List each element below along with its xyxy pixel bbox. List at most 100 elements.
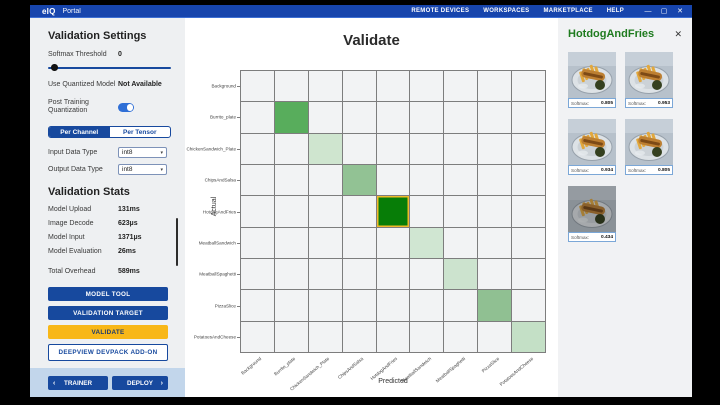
matrix-cell[interactable] bbox=[410, 321, 444, 352]
matrix-cell[interactable] bbox=[444, 102, 478, 133]
matrix-cell[interactable] bbox=[376, 133, 410, 164]
matrix-cell[interactable] bbox=[512, 71, 545, 102]
matrix-cell[interactable] bbox=[308, 321, 342, 352]
matrix-cell[interactable] bbox=[241, 259, 274, 290]
slider-knob[interactable] bbox=[51, 64, 58, 71]
output-data-type-select[interactable]: int8 ▾ bbox=[118, 164, 167, 175]
matrix-cell[interactable] bbox=[274, 321, 308, 352]
sidebar-scrollbar[interactable] bbox=[175, 218, 178, 266]
validate-button[interactable]: VALIDATE bbox=[48, 325, 168, 339]
trainer-button[interactable]: ‹ TRAINER bbox=[48, 376, 108, 390]
matrix-cell[interactable] bbox=[410, 227, 444, 258]
matrix-cell[interactable] bbox=[512, 321, 545, 352]
matrix-cell[interactable] bbox=[274, 71, 308, 102]
matrix-cell[interactable] bbox=[410, 133, 444, 164]
matrix-cell[interactable] bbox=[444, 196, 478, 227]
matrix-cell[interactable] bbox=[478, 321, 512, 352]
matrix-cell[interactable] bbox=[410, 165, 444, 196]
matrix-cell[interactable] bbox=[478, 290, 512, 321]
close-icon[interactable]: ✕ bbox=[674, 28, 682, 39]
sample-thumbnail[interactable]: Softmax: 0.934 bbox=[568, 119, 616, 175]
matrix-cell[interactable] bbox=[274, 102, 308, 133]
matrix-cell[interactable] bbox=[241, 165, 274, 196]
menu-item-marketplace[interactable]: MARKETPLACE bbox=[543, 8, 593, 14]
matrix-cell[interactable] bbox=[478, 133, 512, 164]
matrix-cell[interactable] bbox=[444, 227, 478, 258]
matrix-cell[interactable] bbox=[512, 259, 545, 290]
matrix-cell[interactable] bbox=[308, 259, 342, 290]
matrix-cell[interactable] bbox=[444, 71, 478, 102]
matrix-cell[interactable] bbox=[342, 227, 376, 258]
matrix-cell[interactable] bbox=[444, 290, 478, 321]
sample-thumbnail[interactable]: Softmax: 0.805 bbox=[625, 119, 673, 175]
matrix-cell[interactable] bbox=[478, 227, 512, 258]
tab-per-channel[interactable]: Per Channel bbox=[49, 127, 110, 137]
matrix-cell[interactable] bbox=[478, 71, 512, 102]
menu-item-workspaces[interactable]: WORKSPACES bbox=[483, 8, 530, 14]
menu-item-help[interactable]: HELP bbox=[606, 8, 624, 14]
matrix-cell[interactable] bbox=[241, 71, 274, 102]
matrix-cell[interactable] bbox=[376, 227, 410, 258]
matrix-cell[interactable] bbox=[241, 102, 274, 133]
matrix-cell[interactable] bbox=[376, 290, 410, 321]
matrix-cell[interactable] bbox=[342, 321, 376, 352]
sample-thumbnail[interactable]: Softmax: 0.434 bbox=[568, 186, 616, 242]
matrix-cell[interactable] bbox=[512, 227, 545, 258]
close-button[interactable]: ✕ bbox=[677, 8, 683, 15]
matrix-cell[interactable] bbox=[512, 165, 545, 196]
matrix-cell[interactable] bbox=[241, 227, 274, 258]
input-data-type-select[interactable]: int8 ▾ bbox=[118, 147, 167, 158]
matrix-cell[interactable] bbox=[512, 290, 545, 321]
matrix-cell[interactable] bbox=[274, 227, 308, 258]
matrix-cell[interactable] bbox=[308, 196, 342, 227]
matrix-cell[interactable] bbox=[342, 259, 376, 290]
matrix-cell[interactable] bbox=[308, 227, 342, 258]
matrix-cell[interactable] bbox=[308, 165, 342, 196]
matrix-cell[interactable] bbox=[444, 259, 478, 290]
matrix-cell[interactable] bbox=[342, 196, 376, 227]
matrix-cell[interactable] bbox=[241, 133, 274, 164]
matrix-cell[interactable] bbox=[444, 321, 478, 352]
deploy-button[interactable]: DEPLOY › bbox=[112, 376, 168, 390]
matrix-cell[interactable] bbox=[342, 102, 376, 133]
matrix-cell[interactable] bbox=[376, 102, 410, 133]
matrix-cell[interactable] bbox=[308, 133, 342, 164]
matrix-cell[interactable] bbox=[274, 133, 308, 164]
matrix-cell[interactable] bbox=[512, 102, 545, 133]
matrix-cell[interactable] bbox=[478, 102, 512, 133]
matrix-cell[interactable] bbox=[274, 290, 308, 321]
matrix-cell[interactable] bbox=[478, 259, 512, 290]
matrix-cell[interactable] bbox=[410, 259, 444, 290]
matrix-cell[interactable] bbox=[478, 196, 512, 227]
matrix-cell[interactable] bbox=[376, 321, 410, 352]
matrix-cell[interactable] bbox=[342, 165, 376, 196]
matrix-cell[interactable] bbox=[274, 165, 308, 196]
matrix-cell-selected[interactable] bbox=[376, 196, 410, 227]
matrix-cell[interactable] bbox=[410, 71, 444, 102]
ptq-toggle[interactable] bbox=[118, 103, 134, 112]
matrix-cell[interactable] bbox=[342, 290, 376, 321]
menu-item-remote-devices[interactable]: REMOTE DEVICES bbox=[411, 8, 470, 14]
sample-thumbnail[interactable]: Softmax: 0.953 bbox=[625, 52, 673, 108]
matrix-cell[interactable] bbox=[342, 71, 376, 102]
validation-target-button[interactable]: VALIDATION TARGET bbox=[48, 306, 168, 320]
tab-per-tensor[interactable]: Per Tensor bbox=[123, 128, 157, 136]
softmax-threshold-slider[interactable] bbox=[48, 64, 171, 71]
matrix-cell[interactable] bbox=[376, 165, 410, 196]
model-tool-button[interactable]: MODEL TOOL bbox=[48, 287, 168, 301]
matrix-cell[interactable] bbox=[410, 102, 444, 133]
matrix-cell[interactable] bbox=[410, 196, 444, 227]
matrix-cell[interactable] bbox=[376, 259, 410, 290]
matrix-cell[interactable] bbox=[274, 259, 308, 290]
maximize-button[interactable]: ▢ bbox=[660, 8, 668, 15]
matrix-cell[interactable] bbox=[444, 133, 478, 164]
matrix-cell[interactable] bbox=[410, 290, 444, 321]
matrix-cell[interactable] bbox=[342, 133, 376, 164]
matrix-cell[interactable] bbox=[241, 196, 274, 227]
matrix-cell[interactable] bbox=[274, 196, 308, 227]
deepview-devpack-add-on-button[interactable]: DEEPVIEW DEVPACK ADD-ON bbox=[48, 344, 168, 361]
minimize-button[interactable]: — bbox=[644, 7, 652, 15]
matrix-cell[interactable] bbox=[512, 133, 545, 164]
matrix-cell[interactable] bbox=[478, 165, 512, 196]
matrix-cell[interactable] bbox=[241, 321, 274, 352]
